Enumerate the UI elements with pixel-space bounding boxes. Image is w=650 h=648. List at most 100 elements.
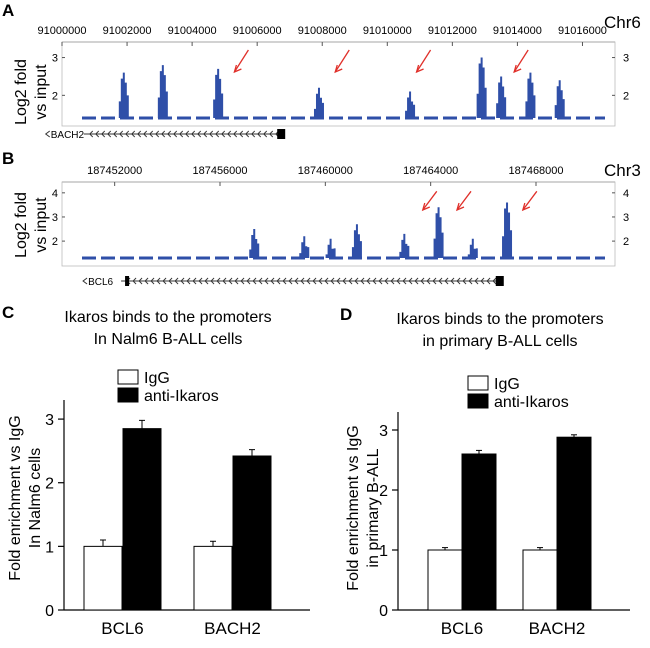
coverage-peak (249, 229, 260, 258)
strand-chevron (161, 130, 166, 138)
coverage-peak (467, 238, 478, 258)
strand-chevron (150, 277, 155, 285)
x-tick-label: 91002000 (103, 25, 152, 37)
y-tick-label-left: 2 (52, 90, 58, 102)
x-tick-label: 91010000 (363, 25, 412, 37)
strand-chevron (209, 130, 214, 138)
bar-bach2-igg (522, 549, 558, 611)
y-tick-label: 0 (45, 603, 54, 620)
y-tick-label: 0 (379, 603, 388, 620)
strand-chevron (251, 130, 256, 138)
coverage-peak (118, 72, 129, 118)
strand-chevron (408, 277, 413, 285)
panel-d-title-line2: in primary B-ALL cells (422, 333, 577, 350)
category-label-bach2: BACH2 (204, 619, 261, 638)
bar-bach2-ikaros (232, 455, 272, 611)
x-tick-label: 91000000 (38, 25, 87, 37)
category-label-bcl6: BCL6 (441, 619, 484, 638)
strand-chevron (282, 277, 287, 285)
panel-c-ylabel-line1: Fold enrichment vs IgG (7, 415, 24, 580)
x-tick-label: 91008000 (298, 25, 347, 37)
strand-chevron (222, 277, 227, 285)
strand-chevron (203, 130, 208, 138)
strand-chevron (456, 277, 461, 285)
strand-chevron (336, 277, 341, 285)
strand-chevron (221, 130, 226, 138)
strand-chevron (270, 277, 275, 285)
legend-swatch-ikaros (467, 393, 489, 409)
gene-name-label: BACH2 (51, 130, 85, 141)
strand-chevron (384, 277, 389, 285)
strand-chevron (192, 277, 197, 285)
strand-chevron (450, 277, 455, 285)
gene-name-label: BCL6 (88, 277, 113, 288)
x-tick-label: 91006000 (233, 25, 282, 37)
x-tick-label: 187468000 (508, 165, 563, 177)
strand-chevron (240, 277, 245, 285)
peak-arrow-head (421, 202, 431, 212)
panel-d: D Ikaros binds to the promoters in prima… (340, 305, 630, 638)
gene-exon-block (277, 129, 286, 139)
strand-chevron (462, 277, 467, 285)
coverage-peak (213, 68, 224, 118)
y-tick-label-left: 4 (52, 188, 58, 200)
strand-chevron (234, 277, 239, 285)
strand-chevron (330, 277, 335, 285)
strand-chevron (306, 277, 311, 285)
strand-chevron (396, 277, 401, 285)
coverage-peak (433, 207, 444, 258)
strand-chevron (228, 277, 233, 285)
panel-b: B Chr3 Log2 fold vs input 187452000 18745… (2, 149, 641, 288)
strand-chevron (444, 277, 449, 285)
gene-exon-block (125, 276, 130, 286)
x-tick-label: 187452000 (87, 165, 142, 177)
strand-chevron (144, 277, 149, 285)
peak-arrow-head (455, 202, 465, 212)
strand-chevron (173, 130, 178, 138)
strand-chevron (269, 130, 274, 138)
strand-chevron (210, 277, 215, 285)
strand-chevron (174, 277, 179, 285)
strand-chevron (354, 277, 359, 285)
track-frame (61, 41, 616, 127)
strand-chevron (215, 130, 220, 138)
strand-chevron (216, 277, 221, 285)
strand-chevron (227, 130, 232, 138)
strand-chevron (95, 130, 100, 138)
strand-chevron (119, 130, 124, 138)
track-frame (61, 181, 616, 267)
panel-b-letter: B (2, 149, 14, 168)
strand-chevron (420, 277, 425, 285)
strand-chevron (426, 277, 431, 285)
strand-chevron (432, 277, 437, 285)
strand-chevron (162, 277, 167, 285)
panel-c-ylabel-line2: In Nalm6 cells (27, 448, 44, 548)
strand-chevron (252, 277, 257, 285)
strand-chevron (149, 130, 154, 138)
x-tick-label: 91016000 (558, 25, 607, 37)
legend-swatch-igg (467, 375, 489, 391)
gene-exon-block (495, 276, 504, 286)
peak-arrow-head (334, 64, 343, 74)
peak-arrow-head (513, 64, 522, 74)
panel-a: A Chr6 Log2 fold vs input 91000000 910020… (2, 1, 641, 141)
strand-chevron (239, 130, 244, 138)
strand-chevron (348, 277, 353, 285)
peak-arrow-head (233, 64, 242, 74)
panel-b-track: 187452000 187456000 187460000 187464000 1874… (52, 165, 629, 288)
strand-chevron (132, 277, 137, 285)
strand-chevron (438, 277, 443, 285)
peak-arrow-shaft (422, 190, 438, 211)
strand-chevron (180, 277, 185, 285)
peak-arrow-shaft (513, 49, 529, 73)
x-tick-label: 187460000 (298, 165, 353, 177)
legend-label-ikaros: anti-Ikaros (494, 394, 569, 411)
strand-chevron (468, 277, 473, 285)
x-tick-label: 91012000 (428, 25, 477, 37)
strand-chevron (324, 277, 329, 285)
y-tick-label-right: 3 (623, 53, 629, 65)
strand-chevron (131, 130, 136, 138)
category-label-bach2: BACH2 (529, 619, 586, 638)
